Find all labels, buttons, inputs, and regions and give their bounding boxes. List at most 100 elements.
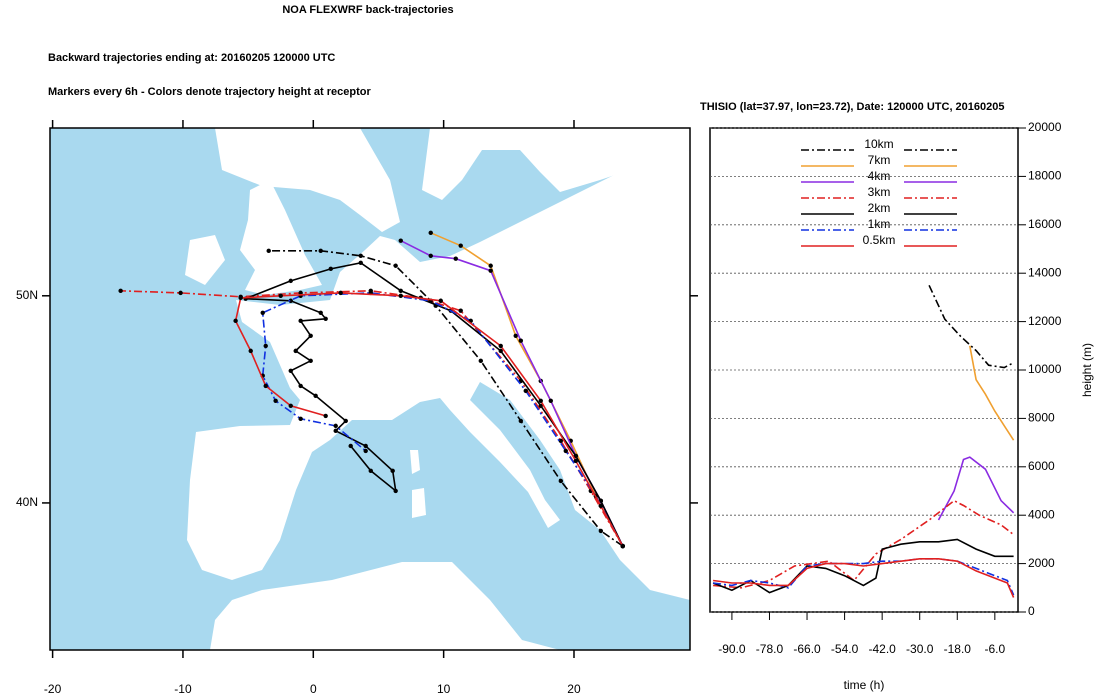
marker — [458, 308, 463, 313]
marker — [598, 503, 604, 509]
y-tick-label: 4000 — [1028, 507, 1055, 521]
x-tick-label: 0 — [310, 682, 317, 696]
marker — [390, 468, 395, 474]
marker — [348, 443, 353, 449]
marker — [298, 318, 303, 324]
x-tick-label: -20 — [44, 682, 62, 696]
marker — [288, 403, 293, 408]
marker — [273, 398, 278, 404]
marker — [498, 343, 503, 349]
marker — [398, 288, 403, 294]
map-subtitle: Backward trajectories ending at: 2016020… — [48, 52, 335, 64]
marker — [358, 260, 363, 266]
marker — [558, 438, 564, 443]
marker — [118, 288, 123, 294]
trajectory-line — [245, 261, 624, 547]
trajectory-line — [261, 292, 624, 547]
marker — [363, 443, 368, 449]
marker — [523, 388, 528, 394]
marker — [358, 253, 363, 259]
marker — [318, 310, 323, 315]
marker — [620, 543, 625, 549]
marker — [518, 338, 524, 343]
trajectory-line — [712, 557, 1015, 596]
x-tick-label: -54.0 — [831, 642, 859, 656]
marker — [333, 428, 338, 434]
y-tick-label: 40N — [16, 495, 38, 509]
trajectory-line — [937, 456, 1015, 521]
marker — [513, 333, 518, 338]
marker — [308, 358, 313, 364]
trajectory-line — [268, 250, 624, 547]
marker — [278, 293, 283, 298]
x-tick-label: -18.0 — [944, 642, 972, 656]
marker — [393, 263, 398, 268]
marker — [538, 398, 543, 404]
y-tick-label: 6000 — [1028, 459, 1055, 473]
y-tick-label: 12000 — [1028, 314, 1062, 328]
marker — [343, 418, 348, 424]
marker — [308, 333, 313, 338]
trajectory-line — [969, 345, 1015, 441]
marker — [598, 528, 604, 534]
x-tick-label: -66.0 — [793, 642, 821, 656]
x-tick-label: -90.0 — [718, 642, 746, 656]
legend-label: 1km — [868, 217, 891, 231]
x-tick-label: -10 — [174, 682, 192, 696]
x-tick-label: -42.0 — [868, 642, 896, 656]
y-tick-label: 16000 — [1028, 217, 1062, 231]
trajectory-line — [713, 499, 1015, 589]
marker — [238, 295, 243, 301]
marker — [438, 298, 443, 303]
marker — [260, 310, 265, 315]
marker — [488, 268, 493, 273]
marker — [428, 230, 433, 236]
y-axis-label: height (m) — [1080, 343, 1094, 397]
marker — [288, 368, 293, 373]
legend-label: 10km — [864, 137, 893, 151]
marker — [563, 448, 568, 454]
marker — [328, 266, 333, 272]
map-title: NOA FLEXWRF back-trajectories — [282, 4, 453, 16]
map-background — [50, 128, 690, 650]
legend-label: 7km — [868, 153, 891, 167]
marker — [453, 256, 458, 261]
marker — [518, 418, 524, 424]
x-axis-label: time (h) — [844, 678, 885, 692]
series-group — [712, 284, 1015, 598]
marker — [178, 290, 183, 296]
marker — [248, 348, 253, 354]
y-tick-label: 2000 — [1028, 556, 1055, 570]
marker — [313, 393, 318, 399]
marker — [338, 290, 343, 296]
marker — [573, 458, 579, 464]
marker — [333, 423, 338, 429]
x-tick-label: 20 — [567, 682, 581, 696]
series-group — [118, 230, 625, 549]
marker — [288, 278, 293, 284]
y-tick-label: 10000 — [1028, 362, 1062, 376]
trajectory-line — [712, 538, 1014, 594]
marker — [368, 468, 373, 474]
marker — [323, 413, 328, 419]
legend-label: 4km — [868, 169, 891, 183]
marker — [488, 263, 493, 268]
trajectory-line — [928, 284, 1014, 369]
marker — [323, 316, 328, 321]
y-tick-label: 18000 — [1028, 169, 1062, 183]
marker — [398, 238, 403, 243]
y-tick-label: 20000 — [1028, 120, 1062, 134]
marker — [573, 453, 579, 459]
height-title: THISIO (lat=37.97, lon=23.72), Date: 120… — [700, 101, 1005, 113]
x-tick-label: -6.0 — [984, 642, 1005, 656]
marker — [428, 253, 433, 259]
legend-label: 0.5km — [863, 233, 896, 247]
y-tick-label: 50N — [16, 288, 38, 302]
marker — [298, 416, 303, 422]
marker — [393, 488, 398, 494]
marker — [558, 478, 564, 484]
marker — [263, 383, 268, 389]
marker — [398, 293, 403, 298]
marker — [538, 403, 543, 408]
